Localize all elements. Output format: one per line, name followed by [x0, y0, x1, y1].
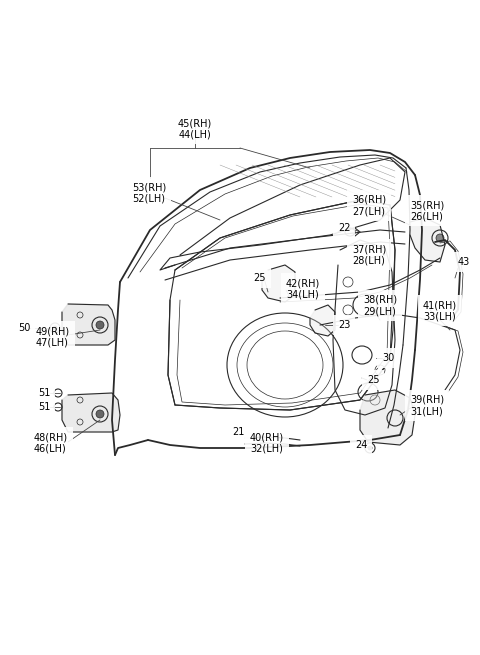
Text: 35(RH)
26(LH): 35(RH) 26(LH)	[410, 200, 444, 221]
Polygon shape	[310, 305, 335, 336]
Polygon shape	[62, 393, 120, 432]
Text: 49(RH)
47(LH): 49(RH) 47(LH)	[36, 326, 70, 348]
Polygon shape	[62, 304, 115, 345]
Polygon shape	[262, 265, 295, 302]
Text: 24: 24	[355, 440, 367, 450]
Text: 21: 21	[233, 427, 245, 437]
Polygon shape	[410, 218, 445, 262]
Text: 30: 30	[382, 353, 394, 363]
Text: 37(RH)
28(LH): 37(RH) 28(LH)	[352, 244, 386, 265]
Text: 50: 50	[18, 323, 30, 333]
Ellipse shape	[96, 321, 104, 329]
Text: 23: 23	[338, 320, 350, 330]
Ellipse shape	[96, 410, 104, 418]
Text: 43: 43	[458, 257, 470, 267]
Ellipse shape	[368, 446, 372, 450]
Text: 51: 51	[38, 388, 50, 398]
Text: 53(RH)
52(LH): 53(RH) 52(LH)	[132, 182, 166, 204]
Text: 38(RH)
29(LH): 38(RH) 29(LH)	[363, 295, 397, 316]
Text: 42(RH)
34(LH): 42(RH) 34(LH)	[286, 278, 320, 299]
Text: 36(RH)
27(LH): 36(RH) 27(LH)	[352, 195, 386, 217]
Text: 40(RH)
32(LH): 40(RH) 32(LH)	[250, 432, 284, 454]
Text: 48(RH)
46(LH): 48(RH) 46(LH)	[34, 432, 68, 454]
Text: 45(RH)
44(LH): 45(RH) 44(LH)	[178, 118, 212, 140]
Text: 41(RH)
33(LH): 41(RH) 33(LH)	[423, 300, 457, 322]
Text: 51: 51	[38, 402, 50, 412]
Ellipse shape	[53, 326, 57, 330]
Text: 39(RH)
31(LH): 39(RH) 31(LH)	[410, 395, 444, 417]
Text: 25: 25	[253, 273, 266, 283]
Text: 25: 25	[367, 375, 380, 385]
Ellipse shape	[436, 234, 444, 242]
Text: 22: 22	[338, 223, 350, 233]
Polygon shape	[360, 390, 415, 445]
